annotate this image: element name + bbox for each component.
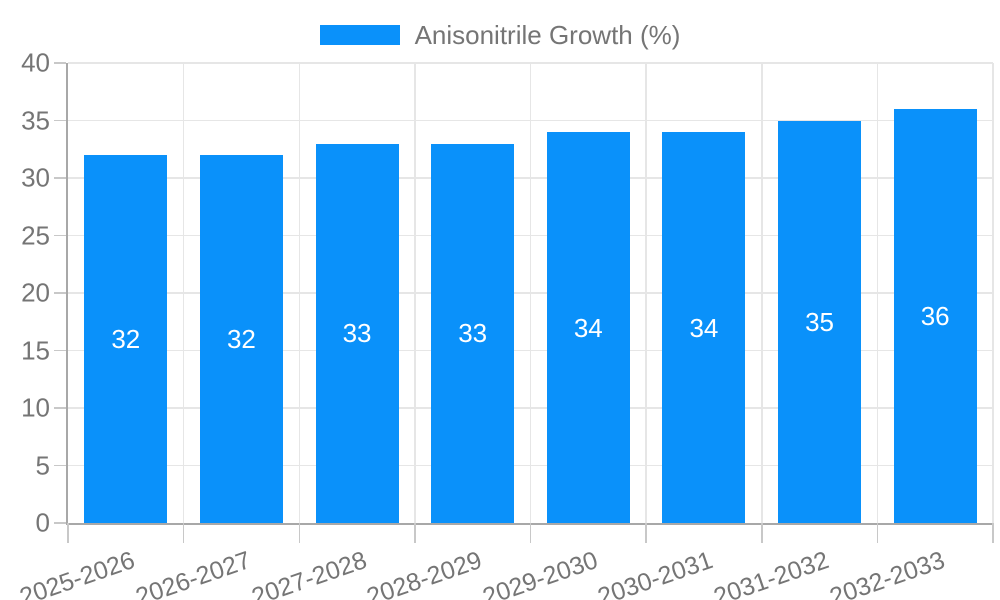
bar-value-label: 35 (805, 306, 835, 337)
bar: 32 (199, 155, 283, 523)
gridline-vertical (876, 63, 879, 523)
x-tick-label: 2026-2027 (132, 546, 255, 600)
x-tick-label: 2025-2026 (16, 546, 139, 600)
y-tick-label: 35 (21, 104, 50, 135)
x-axis-tick (645, 523, 647, 543)
x-axis-tick (182, 523, 185, 543)
bar: 32 (84, 155, 168, 523)
bar-value-label: 34 (689, 312, 719, 343)
gridline-vertical (529, 63, 532, 523)
y-axis-tick (54, 62, 66, 64)
x-tick-label: 2031-2032 (710, 546, 833, 600)
x-axis-tick (761, 523, 763, 543)
bar: 34 (546, 132, 630, 523)
bar-value-label: 34 (573, 312, 603, 343)
bar: 35 (778, 120, 862, 523)
y-tick-label: 30 (21, 162, 50, 193)
x-tick-label: 2027-2028 (247, 546, 370, 600)
y-axis-tick (54, 349, 66, 352)
y-tick-label: 25 (21, 219, 50, 250)
gridline-vertical (298, 63, 300, 523)
bar: 33 (431, 143, 515, 523)
x-tick-label: 2029-2030 (478, 546, 602, 600)
bar: 34 (662, 132, 746, 523)
y-axis-tick (54, 407, 66, 409)
bar-value-label: 32 (111, 324, 141, 354)
x-axis-tick (67, 523, 69, 543)
bar-value-label: 32 (226, 324, 256, 354)
x-axis-tick (529, 523, 532, 543)
y-axis-tick (54, 119, 66, 122)
bar-value-label: 33 (458, 318, 488, 349)
gridline-vertical (992, 63, 994, 523)
gridline-vertical (645, 63, 647, 523)
bar: 36 (893, 109, 977, 523)
x-axis-tick (298, 523, 300, 543)
gridline-vertical (414, 63, 416, 523)
legend-label: Anisonitrile Growth (%) (414, 20, 681, 50)
x-axis-line (66, 523, 993, 525)
y-axis-tick (54, 177, 66, 179)
y-axis-tick (54, 292, 66, 294)
y-axis-line (66, 63, 68, 525)
bar-value-label: 33 (342, 318, 372, 349)
y-tick-label: 0 (35, 507, 50, 538)
gridline-vertical (182, 63, 185, 523)
x-tick-label: 2028-2029 (363, 546, 486, 600)
bar-value-label: 36 (920, 301, 950, 331)
legend: Anisonitrile Growth (%) (0, 20, 1000, 50)
y-axis-tick (54, 522, 66, 524)
x-tick-label: 2032-2033 (825, 546, 948, 600)
y-tick-label: 10 (21, 392, 50, 423)
bar: 33 (315, 143, 399, 523)
gridline-vertical (761, 63, 763, 523)
y-axis-tick (54, 234, 66, 237)
x-axis-tick (876, 523, 879, 543)
y-tick-label: 15 (21, 334, 50, 365)
y-tick-label: 5 (35, 449, 50, 480)
y-tick-label: 40 (21, 47, 50, 78)
y-tick-label: 20 (21, 277, 50, 308)
x-axis-tick (414, 523, 416, 543)
x-tick-label: 2030-2031 (594, 546, 717, 600)
legend-swatch (319, 25, 400, 45)
y-axis-tick (54, 464, 66, 467)
x-axis-tick (992, 523, 994, 543)
